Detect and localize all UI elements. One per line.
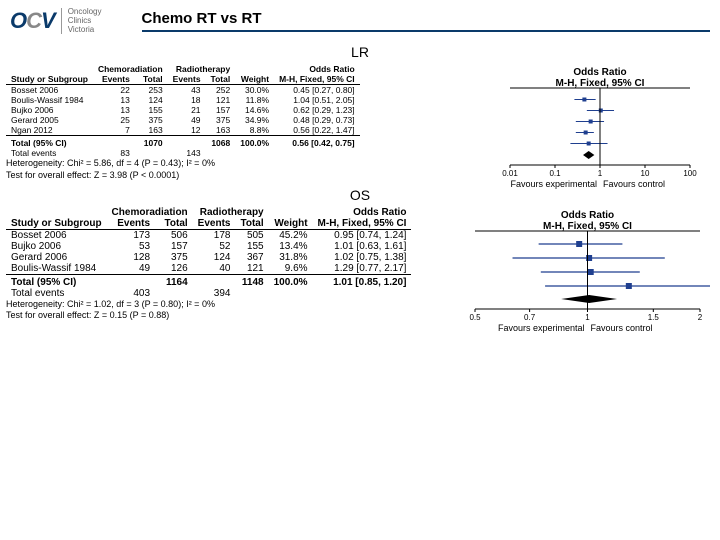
svg-text:0.7: 0.7: [524, 313, 536, 322]
os-table: ChemoradiationRadiotherapyOdds RatioStud…: [6, 207, 411, 299]
svg-text:1.5: 1.5: [648, 313, 660, 322]
logo-sub-3: Victoria: [68, 26, 102, 35]
logo-mark: OCV: [10, 8, 62, 34]
svg-text:2: 2: [698, 313, 703, 322]
svg-text:Favours experimental: Favours experimental: [510, 179, 597, 189]
svg-text:0.1: 0.1: [549, 169, 561, 178]
logo-subtitle: Oncology Clinics Victoria: [68, 8, 102, 34]
svg-text:0.01: 0.01: [502, 169, 518, 178]
lr-table: ChemoradiationRadiotherapyOdds RatioStud…: [6, 64, 360, 158]
svg-text:0.5: 0.5: [469, 313, 481, 322]
svg-text:Favours control: Favours control: [603, 179, 665, 189]
svg-text:100: 100: [683, 169, 697, 178]
header: OCV Oncology Clinics Victoria Chemo RT v…: [0, 0, 720, 36]
lr-label: LR: [0, 44, 720, 60]
table-row: Bosset 2006222534325230.0%0.45 [0.27, 0.…: [6, 85, 360, 96]
lr-block: ChemoradiationRadiotherapyOdds RatioStud…: [0, 64, 720, 181]
svg-text:1: 1: [585, 313, 590, 322]
logo: OCV Oncology Clinics Victoria: [10, 8, 102, 34]
svg-text:10: 10: [641, 169, 650, 178]
svg-text:Odds Ratio: Odds Ratio: [573, 67, 626, 78]
lr-forest-plot: Odds RatioM-H, Fixed, 95% CI 0.01 0.1 1 10 10…: [500, 64, 700, 194]
svg-text:M-H, Fixed, 95% CI: M-H, Fixed, 95% CI: [543, 221, 632, 232]
svg-text:M-H, Fixed, 95% CI: M-H, Fixed, 95% CI: [556, 78, 645, 89]
os-forest-plot: Odds RatioM-H, Fixed, 95% CI 0.5 0.7 1 1.5 2 F…: [465, 207, 710, 347]
table-row: Bujko 2006131552115714.6%0.62 [0.29, 1.2…: [6, 105, 360, 115]
os-block: ChemoradiationRadiotherapyOdds RatioStud…: [0, 207, 720, 322]
svg-text:Favours experimental: Favours experimental: [498, 323, 585, 333]
table-row: Bosset 200617350617850545.2%0.95 [0.74, …: [6, 229, 411, 241]
table-row: Gerard 2005253754937534.9%0.48 [0.29, 0.…: [6, 115, 360, 125]
table-row: Boulis-Wassif 198449126401219.6%1.29 [0.…: [6, 263, 411, 275]
svg-text:Odds Ratio: Odds Ratio: [561, 210, 614, 221]
page-title: Chemo RT vs RT: [142, 10, 711, 32]
svg-text:1: 1: [598, 169, 603, 178]
svg-text:Favours control: Favours control: [591, 323, 653, 333]
table-row: Bujko 2006531575215513.4%1.01 [0.63, 1.6…: [6, 241, 411, 252]
table-row: Gerard 200612837512436731.8%1.02 [0.75, …: [6, 252, 411, 263]
table-row: Boulis-Wassif 1984131241812111.8%1.04 [0…: [6, 95, 360, 105]
table-row: Ngan 20127163121638.8%0.56 [0.22, 1.47]: [6, 125, 360, 136]
